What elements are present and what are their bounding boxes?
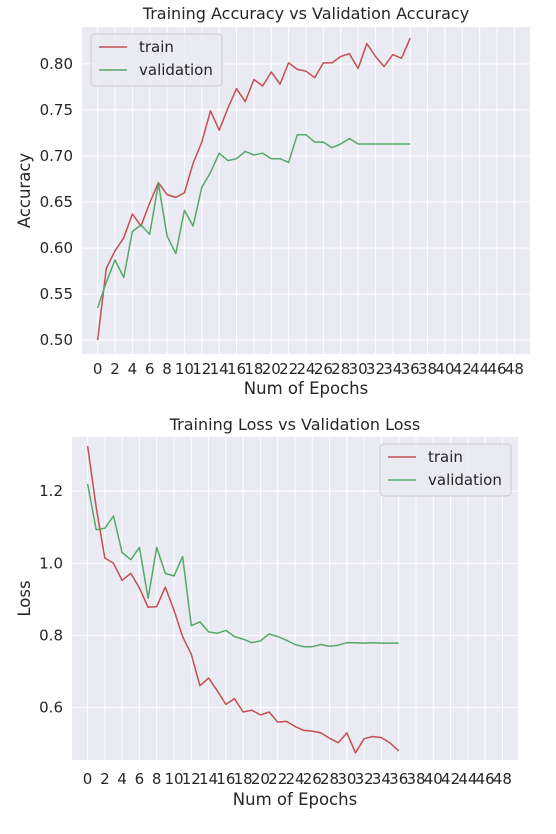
x-tick-label: 22 bbox=[268, 770, 287, 788]
legend: train validation bbox=[90, 33, 223, 87]
x-tick-label: 6 bbox=[135, 770, 145, 788]
y-tick-label: 0.80 bbox=[40, 55, 73, 73]
legend-label-validation: validation bbox=[428, 471, 502, 489]
x-tick-label: 28 bbox=[320, 770, 339, 788]
y-axis-label: Accuracy bbox=[15, 153, 34, 229]
legend-label-validation: validation bbox=[139, 61, 213, 79]
x-tick-label: 0 bbox=[83, 770, 93, 788]
x-tick-label: 20 bbox=[251, 770, 270, 788]
x-tick-label: 10 bbox=[175, 360, 194, 378]
legend-label-train: train bbox=[139, 38, 174, 56]
x-tick-label: 4 bbox=[117, 770, 127, 788]
x-tick-label: 8 bbox=[162, 360, 172, 378]
x-tick-label: 38 bbox=[406, 770, 425, 788]
series-line-validation bbox=[96, 134, 411, 309]
x-tick-label: 28 bbox=[331, 360, 350, 378]
x-tick-label: 44 bbox=[470, 360, 489, 378]
chart-title: Training Loss vs Validation Loss bbox=[169, 415, 420, 434]
x-tick-label: 20 bbox=[262, 360, 281, 378]
x-tick-label: 40 bbox=[435, 360, 454, 378]
x-tick-label: 24 bbox=[296, 360, 315, 378]
x-tick-label: 40 bbox=[424, 770, 443, 788]
x-tick-label: 14 bbox=[199, 770, 218, 788]
x-tick-label: 2 bbox=[110, 360, 120, 378]
x-tick-label: 18 bbox=[234, 770, 253, 788]
x-tick-label: 32 bbox=[366, 360, 385, 378]
chart-title: Training Accuracy vs Validation Accuracy bbox=[142, 4, 469, 23]
series-line-train bbox=[96, 37, 411, 341]
chart-1: 0 2 4 6 8 10121416182022242628303234363840424… bbox=[15, 4, 530, 398]
series-line-train bbox=[86, 445, 400, 754]
x-tick-label: 32 bbox=[355, 770, 374, 788]
x-tick-label: 34 bbox=[372, 770, 391, 788]
x-tick-label: 24 bbox=[285, 770, 304, 788]
x-tick-label: 30 bbox=[337, 770, 356, 788]
x-tick-label: 46 bbox=[487, 360, 506, 378]
y-axis-label: Loss bbox=[15, 580, 34, 616]
x-tick-label: 48 bbox=[505, 360, 524, 378]
x-tick-label: 10 bbox=[164, 770, 183, 788]
x-tick-label: 6 bbox=[145, 360, 155, 378]
x-tick-label: 36 bbox=[401, 360, 420, 378]
x-tick-label: 12 bbox=[192, 360, 211, 378]
x-tick-label: 22 bbox=[279, 360, 298, 378]
x-tick-label: 48 bbox=[493, 770, 512, 788]
x-tick-label: 30 bbox=[349, 360, 368, 378]
x-tick-label: 26 bbox=[314, 360, 333, 378]
series-line-validation bbox=[86, 483, 399, 648]
chart-2: 0 2 4 6 8 10121416182022242628303234363840424… bbox=[15, 415, 518, 809]
x-tick-label: 16 bbox=[216, 770, 235, 788]
x-tick-label: 44 bbox=[458, 770, 477, 788]
x-tick-label: 42 bbox=[441, 770, 460, 788]
y-tick-label: 0.70 bbox=[40, 147, 73, 165]
legend: train validation bbox=[379, 443, 512, 497]
y-tick-label: 0.60 bbox=[40, 239, 73, 257]
x-tick-label: 38 bbox=[418, 360, 437, 378]
x-tick-label: 12 bbox=[182, 770, 201, 788]
x-tick-label: 36 bbox=[389, 770, 408, 788]
x-tick-label: 34 bbox=[383, 360, 402, 378]
y-tick-label: 0.50 bbox=[40, 331, 73, 349]
y-tick-label: 0.55 bbox=[40, 285, 73, 303]
y-tick-label: 1.0 bbox=[39, 554, 63, 572]
x-tick-label: 46 bbox=[476, 770, 495, 788]
x-axis-label: Num of Epochs bbox=[244, 379, 368, 398]
legend-label-train: train bbox=[428, 448, 463, 466]
y-tick-label: 0.75 bbox=[40, 101, 73, 119]
x-tick-label: 14 bbox=[210, 360, 229, 378]
x-tick-label: 8 bbox=[152, 770, 162, 788]
y-tick-label: 0.6 bbox=[39, 699, 63, 717]
x-tick-label: 4 bbox=[128, 360, 138, 378]
x-axis-label: Num of Epochs bbox=[233, 790, 357, 809]
x-tick-label: 26 bbox=[303, 770, 322, 788]
x-tick-label: 18 bbox=[244, 360, 263, 378]
y-tick-label: 0.65 bbox=[40, 193, 73, 211]
x-tick-label: 2 bbox=[100, 770, 110, 788]
x-tick-label: 16 bbox=[227, 360, 246, 378]
x-tick-label: 42 bbox=[453, 360, 472, 378]
y-tick-label: 0.8 bbox=[39, 626, 63, 644]
x-tick-label: 0 bbox=[93, 360, 103, 378]
y-tick-label: 1.2 bbox=[39, 482, 63, 500]
